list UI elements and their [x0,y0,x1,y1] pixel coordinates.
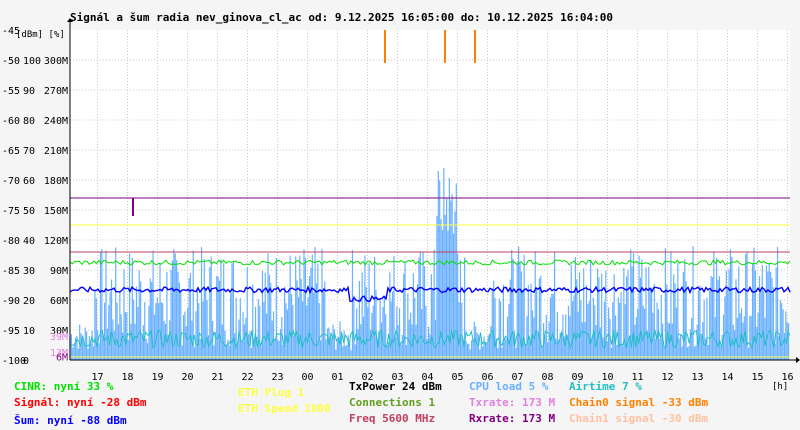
y-tick-dbm: -70 [2,176,20,187]
y-tick-pct: 50 [23,206,35,217]
legend-txpower: TxPower 24 dBm [349,380,442,393]
x-tick-label: 18 [121,372,133,380]
y-tick-dbm: -100 [2,356,26,367]
x-unit-label: [h] [772,382,789,392]
legend-cpu: CPU load 5 % [469,380,549,393]
x-tick-label: 11 [631,372,643,380]
y-tick-rate: 90M [50,266,68,277]
x-tick-label: 01 [331,372,343,380]
x-tick-label: 19 [151,372,163,380]
legend: CINR: nyní 33 % ETH Plug 1 TxPower 24 dBm C… [0,380,800,430]
legend-signal: Signál: nyní -28 dBm [14,396,147,409]
x-tick-label: 10 [601,372,613,380]
y-tick-dbm: -65 [2,146,20,157]
x-tick-label: 08 [541,372,553,380]
x-tick-label: 15 [751,372,763,380]
x-tick-label: 20 [181,372,193,380]
chart-title: Signál a šum radia nev_ginova_cl_ac od: … [70,11,614,24]
y-tick-rate: 270M [44,86,68,97]
y-tick-pct: 30 [23,266,35,277]
series-cinr [69,259,791,266]
y-tick-pct: 0 [23,356,29,367]
y-axis-arrow [67,18,73,22]
chart-plot: 17 18 19 20 21 22 23 00 01 02 03 04 05 06 07 08 09 10 11 12… [2,18,800,380]
y-tick-rate: 240M [44,116,68,127]
y-tick-dbm: -95 [2,326,20,337]
x-tick-label: 17 [91,372,103,380]
y-tick-pct: 80 [23,116,35,127]
x-tick-label: 02 [361,372,373,380]
x-tick-label: 23 [271,372,283,380]
y-tick-pct: 90 [23,86,35,97]
y-tick-rate: 210M [44,146,68,157]
legend-chain1: Chain1 signal -30 dBm [569,412,709,425]
x-tick-label: 21 [211,372,223,380]
x-tick-label: 22 [241,372,253,380]
y-tick-dbm: -60 [2,116,20,127]
legend-connections: Connections 1 [349,396,436,409]
y-tick-dbm: -50 [2,56,20,67]
x-tick-label: 12 [661,372,673,380]
y-tick-rate: 300M [44,56,68,67]
legend-chain0: Chain0 signal -33 dBm [569,396,709,409]
y-tick-rate-small: 13M [50,348,68,359]
legend-rxrate: Rxrate: 173 M [469,412,556,425]
y-tick-dbm: -75 [2,206,20,217]
legend-freq: Freq 5600 MHz [349,412,436,425]
legend-eth_speed: ETH Speed 1000 [238,402,331,415]
y-tick-dbm: -80 [2,236,20,247]
y-tick-dbm: -90 [2,296,20,307]
legend-txrate: Txrate: 173 M [469,396,556,409]
y-tick-dbm: -55 [2,86,20,97]
y-tick-dbm: -85 [2,266,20,277]
series-airtime [69,328,791,350]
series-noise [69,285,791,303]
y-tick-rate-small: 39M [50,332,68,343]
y-tick-rate: 60M [50,296,68,307]
x-tick-label: 05 [451,372,463,380]
y-tick-pct: 40 [23,236,35,247]
legend-eth_plug: ETH Plug 1 [238,386,305,399]
y-tick-pct: 20 [23,296,35,307]
x-tick-label: 04 [421,372,433,380]
x-tick-label: 00 [301,372,313,380]
x-tick-label: 07 [511,372,523,380]
x-axis-arrow [796,357,800,363]
y-tick-rate-small: 6M [56,352,68,363]
y-tick-dbm: -45 [2,26,20,37]
x-tick-label: 14 [721,372,733,380]
y-tick-pct: 60 [23,176,35,187]
y-tick-pct: 10 [23,326,35,337]
y-tick-pct: 70 [23,146,35,157]
y-tick-rate: 150M [44,206,68,217]
y-tick-rate: 120M [44,236,68,247]
y-tick-pct: 100 [23,56,41,67]
legend-airtime: Airtime 7 % [569,380,642,393]
y-tick-rate: 180M [44,176,68,187]
x-tick-label: 06 [481,372,493,380]
legend-sum: Šum: nyní -88 dBm [14,414,127,427]
legend-cinr: CINR: nyní 33 % [14,380,114,393]
x-tick-label: 03 [391,372,403,380]
y-tick-rate: 30M [50,326,68,337]
x-tick-label: 09 [571,372,583,380]
x-tick-label: 13 [691,372,703,380]
x-tick-label: 16 [781,372,793,380]
y-unit-label: [dBm] [%] [16,30,65,40]
